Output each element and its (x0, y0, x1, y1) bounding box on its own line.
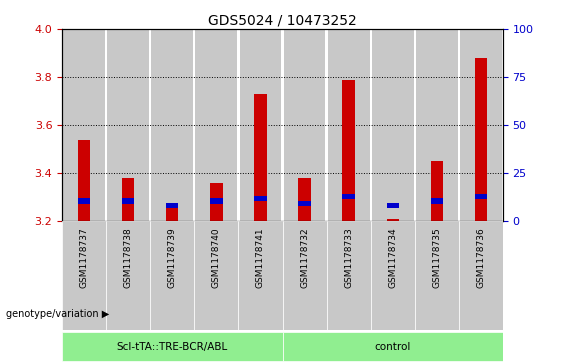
Text: GSM1178736: GSM1178736 (476, 227, 485, 287)
Text: genotype/variation ▶: genotype/variation ▶ (6, 309, 109, 319)
Bar (298, 201, 311, 206)
Bar (282, 221, 327, 330)
Bar (63, 29, 105, 221)
Bar (475, 193, 487, 199)
Title: GDS5024 / 10473252: GDS5024 / 10473252 (208, 14, 357, 28)
Text: GSM1178741: GSM1178741 (256, 227, 265, 287)
Bar (475, 58, 487, 221)
Bar (150, 221, 194, 330)
Bar (210, 183, 223, 221)
Bar (342, 193, 355, 199)
Text: control: control (375, 342, 411, 352)
Text: GSM1178740: GSM1178740 (212, 227, 221, 287)
Text: GSM1178738: GSM1178738 (124, 227, 133, 287)
Bar (238, 221, 282, 330)
Bar (151, 29, 193, 221)
Bar (386, 203, 399, 208)
Bar (386, 219, 399, 221)
Bar (122, 198, 134, 204)
Bar (298, 178, 311, 221)
Text: GSM1178735: GSM1178735 (432, 227, 441, 287)
Text: GSM1178734: GSM1178734 (388, 227, 397, 287)
Bar (372, 29, 414, 221)
Text: GSM1178739: GSM1178739 (168, 227, 177, 287)
Text: GSM1178732: GSM1178732 (300, 227, 309, 287)
Bar (166, 205, 179, 221)
Bar (254, 196, 267, 201)
Bar (415, 221, 459, 330)
Bar (460, 29, 502, 221)
Bar (62, 221, 106, 330)
Bar (106, 221, 150, 330)
Bar (122, 178, 134, 221)
Bar (284, 29, 325, 221)
Text: GSM1178733: GSM1178733 (344, 227, 353, 287)
Bar (342, 79, 355, 221)
Bar (459, 221, 503, 330)
Bar (78, 198, 90, 204)
Bar (371, 221, 415, 330)
Bar (62, 332, 282, 362)
Bar (210, 198, 223, 204)
Bar (328, 29, 370, 221)
Bar (254, 94, 267, 221)
Bar (431, 161, 443, 221)
Text: Scl-tTA::TRE-BCR/ABL: Scl-tTA::TRE-BCR/ABL (117, 342, 228, 352)
Bar (78, 140, 90, 221)
Bar (240, 29, 281, 221)
Bar (327, 221, 371, 330)
Bar (195, 29, 237, 221)
Bar (166, 203, 179, 208)
Bar (107, 29, 149, 221)
Text: GSM1178737: GSM1178737 (80, 227, 89, 287)
Bar (194, 221, 238, 330)
Bar (431, 198, 443, 204)
Bar (282, 332, 503, 362)
Bar (416, 29, 458, 221)
